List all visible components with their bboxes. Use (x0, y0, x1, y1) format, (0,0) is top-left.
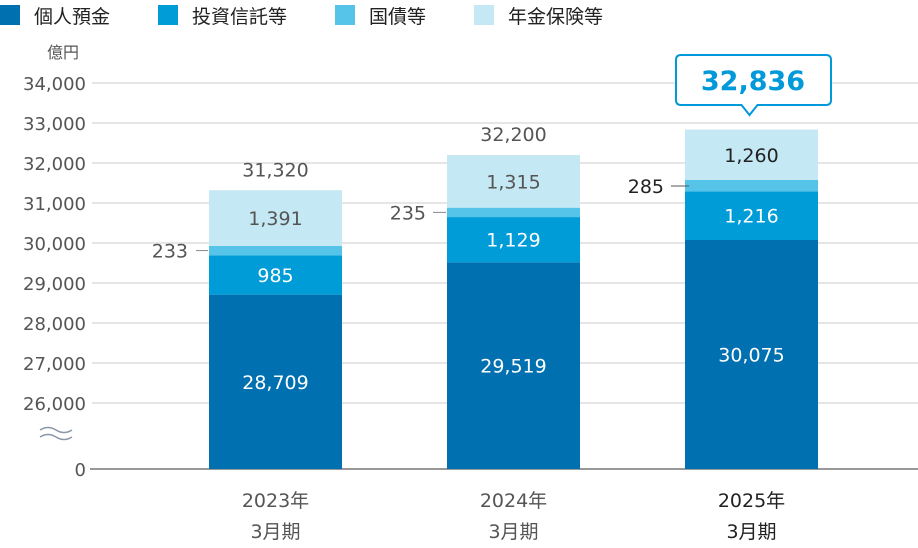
total-label: 32,200 (480, 124, 546, 146)
y-tick-label: 31,000 (23, 194, 86, 215)
value-label: 285 (628, 176, 664, 198)
value-label: 1,391 (248, 208, 302, 230)
y-tick-label: 0 (75, 460, 86, 481)
bar-segment (447, 207, 580, 218)
y-unit-label: 億円 (47, 43, 79, 62)
value-label: 1,129 (486, 230, 540, 252)
x-tick-label: 3月期 (726, 521, 776, 543)
x-tick-label: 2025年 (718, 490, 785, 512)
x-tick-label: 3月期 (250, 521, 300, 543)
bar-segment (685, 191, 818, 240)
legend-swatch (0, 5, 20, 25)
legend-swatch (158, 5, 179, 25)
value-label: 30,075 (718, 345, 784, 367)
y-tick-label: 33,000 (23, 114, 86, 135)
total-label: 31,320 (242, 159, 308, 181)
y-tick-label: 29,000 (23, 274, 86, 295)
total-callout (675, 54, 832, 117)
value-label: 1,315 (486, 171, 540, 193)
legend-swatch (335, 5, 356, 25)
bar-segment (209, 190, 342, 246)
legend-swatch (474, 5, 495, 25)
y-tick-label: 26,000 (23, 394, 86, 415)
value-label: 29,519 (480, 356, 546, 378)
bar-segment (685, 179, 818, 192)
y-tick-label: 32,000 (23, 154, 86, 175)
legend: 個人預金 投資信託等 国債等 年金保険等 (0, 0, 651, 30)
x-tick-label: 2024年 (480, 490, 547, 512)
legend-label: 国債等 (369, 5, 427, 28)
bar-segment (685, 129, 818, 180)
legend-label: 個人預金 (34, 5, 111, 28)
legend-item: 年金保険等 (474, 2, 603, 29)
bar-segment (209, 255, 342, 295)
y-tick-label: 30,000 (23, 234, 86, 255)
legend-item: 投資信託等 (158, 2, 287, 29)
legend-label: 投資信託等 (192, 5, 288, 28)
total-label: 32,836 (701, 66, 805, 97)
x-tick-label: 3月期 (488, 521, 538, 543)
value-label: 1,260 (724, 145, 778, 167)
bar-segment (685, 240, 818, 469)
axis-break-icon (39, 426, 73, 441)
legend-item: 国債等 (335, 2, 426, 29)
y-tick-label: 28,000 (23, 314, 86, 335)
bar-segment (209, 294, 342, 469)
bar-segment (447, 262, 580, 469)
y-tick-label: 27,000 (23, 354, 86, 375)
y-tick-label: 34,000 (23, 74, 86, 95)
bar-segment (209, 245, 342, 256)
value-label: 233 (152, 241, 188, 263)
x-tick-label: 2023年 (242, 490, 309, 512)
value-label: 1,216 (724, 206, 778, 228)
bar-segment (447, 155, 580, 208)
value-label: 28,709 (242, 372, 308, 394)
legend-label: 年金保険等 (508, 5, 604, 28)
bar-segment (447, 217, 580, 263)
value-label: 985 (257, 265, 293, 287)
value-label: 235 (390, 202, 426, 224)
legend-item: 個人預金 (0, 2, 110, 29)
